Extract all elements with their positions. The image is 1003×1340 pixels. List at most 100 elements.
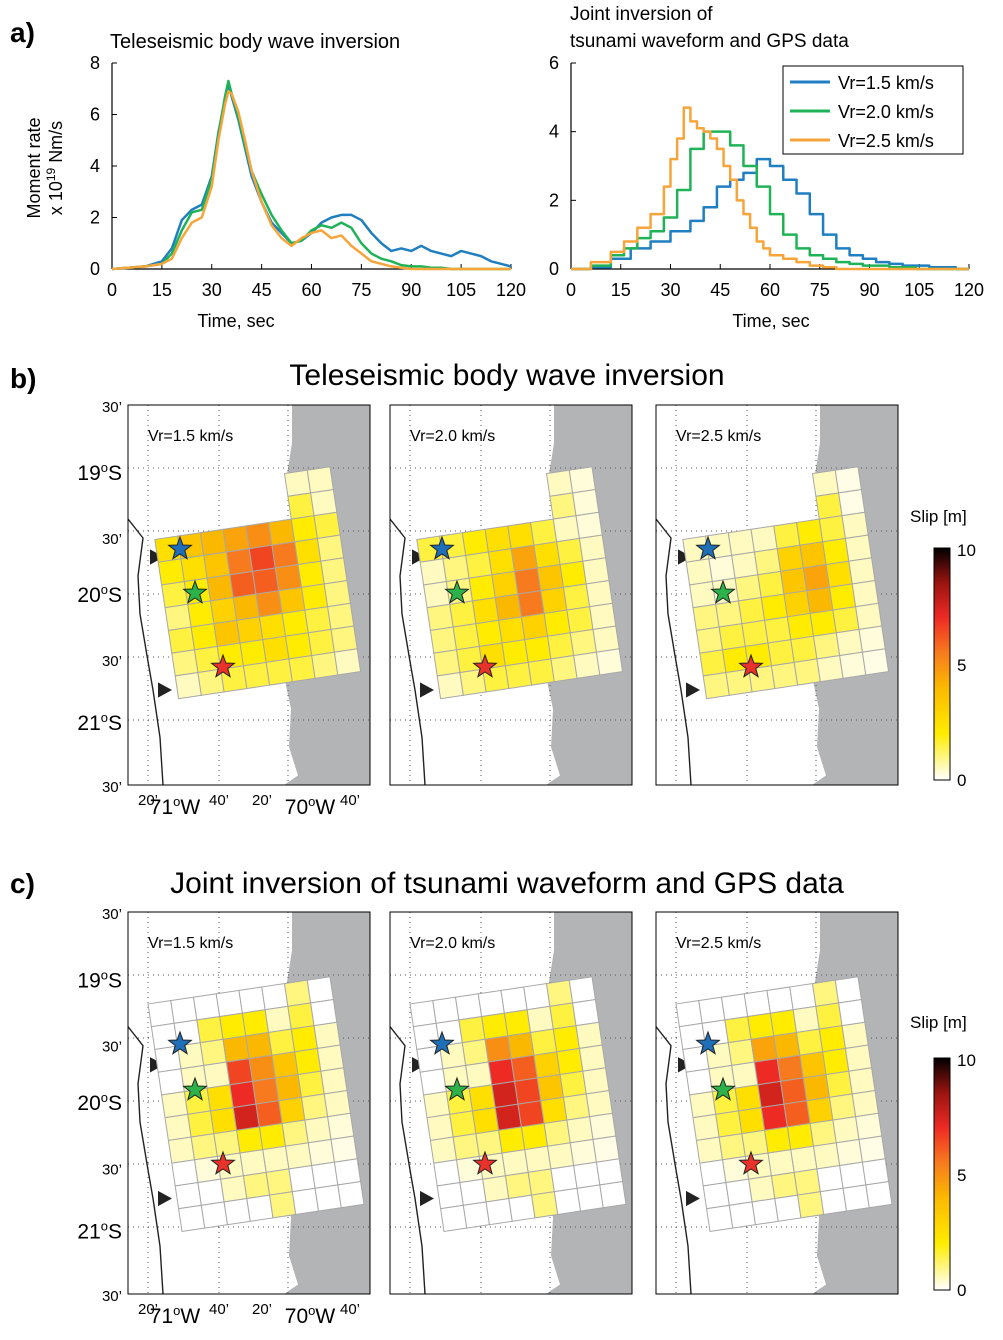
slip-cell: [423, 581, 451, 609]
slip-cell: [793, 1168, 821, 1196]
slip-cell: [283, 979, 312, 1007]
slip-cell: [491, 570, 519, 599]
map-vr-label: Vr=2.5 km/s: [676, 428, 761, 445]
colorbar-b-tick-0: 0: [957, 771, 966, 790]
slip-cell: [776, 1054, 804, 1082]
slip-cell: [556, 537, 584, 566]
slip-cell: [239, 1149, 267, 1177]
map-vr-label: Vr=1.5 km/s: [148, 935, 233, 952]
slip-cell: [330, 1135, 358, 1163]
slip-cell: [839, 1161, 867, 1189]
slip-cell: [797, 1191, 825, 1219]
slip-cell: [825, 1070, 853, 1098]
slip-cell: [675, 1000, 703, 1028]
x-tick-label: 30: [202, 280, 222, 300]
slip-cell: [419, 1068, 447, 1096]
trench-triangle-icon: [158, 1190, 172, 1207]
lon-minute-label: 40’: [209, 1301, 229, 1318]
slip-cell: [287, 492, 315, 520]
slip-cell: [471, 596, 500, 625]
slip-cell: [225, 548, 254, 576]
map-frame: [655, 911, 899, 1295]
x-tick-label: 90: [859, 280, 879, 300]
lat-minute-label: 30’: [102, 906, 122, 923]
slip-cell: [582, 557, 610, 585]
slip-cell: [816, 1165, 844, 1193]
map-frame: [389, 404, 633, 786]
slip-cell: [764, 616, 792, 644]
series-line-3: [571, 106, 969, 271]
slip-cell: [291, 1187, 320, 1216]
fault-grid: [154, 466, 362, 700]
slip-cell: [695, 626, 724, 654]
colorbar-c-label: Slip [m]: [910, 1013, 967, 1032]
slip-cell: [504, 661, 533, 690]
slip-cell: [310, 998, 338, 1027]
slip-cell: [585, 1089, 613, 1118]
x-tick-label: 120: [496, 280, 526, 300]
slip-cell: [524, 635, 552, 663]
slip-cell: [283, 469, 312, 497]
slip-cell: [569, 628, 597, 657]
trench-line: [128, 518, 164, 785]
lon-minute-label: 40’: [209, 792, 229, 809]
slip-cell: [566, 606, 594, 634]
slip-cell: [187, 600, 215, 628]
slip-cell: [290, 515, 318, 543]
slip-cell: [504, 1171, 533, 1200]
slip-cell: [708, 554, 736, 583]
slip-cell: [764, 1126, 792, 1154]
slip-cell: [792, 1005, 820, 1034]
slip-cell: [255, 1100, 283, 1128]
slip-cell: [753, 1058, 782, 1086]
slip-cell: [432, 996, 460, 1024]
slip-cell: [727, 1038, 756, 1067]
slip-cell: [294, 537, 322, 566]
slip-cell: [178, 1204, 206, 1233]
slip-cell: [851, 1089, 879, 1118]
fault-grid: [416, 466, 624, 700]
slip-cell: [546, 1142, 575, 1170]
slip-cell: [543, 609, 571, 637]
map-content: [390, 912, 632, 1294]
slip-cell: [728, 1201, 757, 1229]
slip-cell: [540, 586, 568, 615]
x-tick-label: 0: [566, 280, 576, 300]
slip-cell: [314, 1184, 342, 1212]
slip-cell: [452, 1133, 480, 1161]
x-tick-label: 45: [252, 280, 272, 300]
slip-cell: [278, 1096, 306, 1125]
slip-cell: [773, 521, 801, 550]
slip-cell: [491, 1080, 519, 1109]
hypocenter-star-green-icon: [444, 579, 470, 604]
slip-cell: [790, 635, 818, 663]
slip-cell: [748, 1175, 776, 1203]
x-tick-label: 105: [904, 280, 934, 300]
slip-cell: [770, 1171, 799, 1200]
map-content: [656, 405, 898, 785]
lon-degree-label: 70oW: [285, 794, 336, 819]
slip-cell: [426, 603, 454, 632]
slip-cell: [770, 661, 799, 690]
lat-minute-label: 30’: [102, 779, 122, 796]
slip-map-1: Vr=1.5 km/s30’19oS30’20oS30’21oS30’20’71…: [77, 906, 371, 1328]
slip-cell: [595, 648, 624, 676]
slip-cell: [578, 534, 607, 562]
lat-minute-label: 30’: [102, 399, 122, 416]
slip-cell: [215, 989, 243, 1018]
slip-cell: [487, 548, 516, 576]
slip-cell: [337, 1180, 365, 1209]
slip-cell: [572, 998, 600, 1027]
moment-rate-chart-teleseismic: 0 15 30 45 60 75 90 105 120 0 2 4 6 8: [90, 53, 526, 300]
slip-cell: [484, 525, 512, 553]
slip-cell: [507, 521, 535, 550]
hypocenter-star-green-icon: [182, 1076, 208, 1101]
slip-cell: [806, 1096, 834, 1125]
y-axis-label-line2: x 1019 Nm/s: [44, 121, 66, 215]
hypocenter-star-blue-icon: [695, 1030, 721, 1055]
slip-maps-joint: Vr=1.5 km/s30’19oS30’20oS30’21oS30’20’71…: [77, 906, 899, 1328]
slip-cell: [724, 1015, 752, 1044]
slip-cell: [816, 655, 844, 683]
slip-cell: [258, 612, 287, 641]
